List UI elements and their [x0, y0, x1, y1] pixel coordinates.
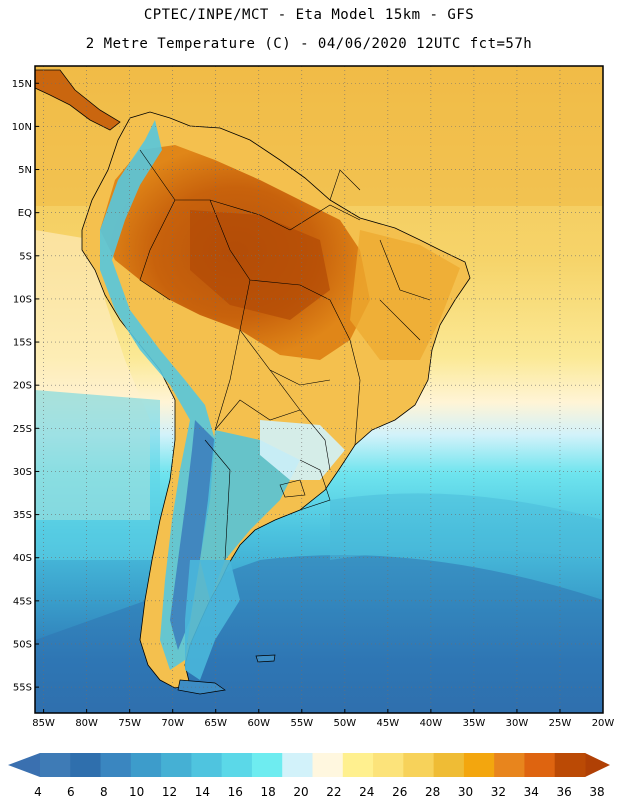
- latitude-axis: 15N 10N 5N EQ 5S 10S 15S 20S 25S 30S 35S 40S 45S 50S 5…: [12, 79, 39, 694]
- lat-label: 40S: [13, 553, 32, 564]
- lon-label: 60W: [247, 718, 270, 729]
- colorbar-swatch: [130, 753, 162, 777]
- colorbar-label: 22: [326, 785, 341, 799]
- lat-label: 10N: [12, 122, 32, 133]
- lon-label: 55W: [290, 718, 313, 729]
- colorbar-label: 14: [195, 785, 210, 799]
- colorbar-swatch: [251, 753, 283, 777]
- lat-label: 15N: [12, 79, 32, 90]
- colorbar-swatch: [463, 753, 495, 777]
- lat-label: 5N: [18, 165, 32, 176]
- colorbar-swatch: [40, 753, 71, 777]
- lat-label: 5S: [19, 251, 32, 262]
- colorbar-label: 38: [589, 785, 604, 799]
- lon-label: 40W: [420, 718, 443, 729]
- lat-label: 20S: [13, 381, 32, 392]
- colorbar-label: 24: [359, 785, 374, 799]
- colorbar-label: 28: [425, 785, 440, 799]
- lat-label: 50S: [13, 639, 32, 650]
- colorbar-swatch: [524, 753, 556, 777]
- map-graticule: [35, 66, 603, 713]
- colorbar-label: 10: [129, 785, 144, 799]
- colorbar-label: 12: [162, 785, 177, 799]
- lon-label: 80W: [75, 718, 98, 729]
- lat-label: EQ: [18, 208, 32, 219]
- colorbar-swatch: [312, 753, 344, 777]
- colorbar-label: 20: [293, 785, 308, 799]
- lon-label: 50W: [334, 718, 357, 729]
- country-borders: [139, 149, 431, 561]
- colorbar-swatch: [100, 753, 132, 777]
- lat-label: 30S: [13, 467, 32, 478]
- colorbar-label: 26: [392, 785, 407, 799]
- map-frame: [34, 65, 604, 714]
- colorbar-label: 8: [100, 785, 108, 799]
- colorbar-left-arrow: [8, 753, 40, 777]
- lon-label: 85W: [32, 718, 55, 729]
- lon-label: 70W: [161, 718, 184, 729]
- colorbar-swatch: [494, 753, 525, 777]
- colorbar-swatch: [161, 753, 192, 777]
- colorbar-label: 16: [228, 785, 243, 799]
- colorbar-right-arrow: [585, 753, 610, 777]
- lat-label: 10S: [13, 294, 32, 305]
- lon-label: 20W: [592, 718, 615, 729]
- colorbar-swatch: [342, 753, 374, 777]
- lon-label: 35W: [463, 718, 486, 729]
- colorbar-swatch: [433, 753, 465, 777]
- lon-label: 25W: [549, 718, 572, 729]
- colorbar-label: 6: [67, 785, 75, 799]
- colorbar-swatch: [221, 753, 253, 777]
- colorbar-label: 18: [261, 785, 276, 799]
- colorbar-swatch: [282, 753, 313, 777]
- lat-label: 45S: [13, 596, 32, 607]
- lon-label: 30W: [506, 718, 529, 729]
- colorbar-label: 4: [34, 785, 42, 799]
- colorbar-swatch: [554, 753, 586, 777]
- lon-label: 65W: [204, 718, 227, 729]
- colorbar-swatch: [373, 753, 404, 777]
- longitude-axis: 85W 80W 75W 70W 65W 60W 55W 50W 45W 40W 35W 30W 25W 2…: [32, 709, 614, 729]
- map-title-line1: CPTEC/INPE/MCT - Eta Model 15km - GFS: [143, 7, 475, 23]
- colorbar: 4 6 8 10 12 14 16 18 20 22 24 26 28 30 32 34 36 38: [8, 753, 610, 799]
- colorbar-swatch: [70, 753, 102, 777]
- lon-label: 75W: [118, 718, 141, 729]
- map-title-line2: 2 Metre Temperature (C) - 04/06/2020 12U…: [85, 36, 533, 52]
- colorbar-label: 36: [556, 785, 571, 799]
- temperature-field: [35, 66, 603, 713]
- colorbar-swatch: [403, 753, 435, 777]
- lat-label: 35S: [13, 510, 32, 521]
- colorbar-label: 30: [458, 785, 473, 799]
- colorbar-label: 32: [491, 785, 506, 799]
- lat-label: 55S: [13, 683, 32, 694]
- colorbar-label: 34: [524, 785, 539, 799]
- lat-label: 15S: [13, 338, 32, 349]
- lon-label: 45W: [377, 718, 400, 729]
- lat-label: 25S: [13, 424, 32, 435]
- colorbar-swatch: [191, 753, 223, 777]
